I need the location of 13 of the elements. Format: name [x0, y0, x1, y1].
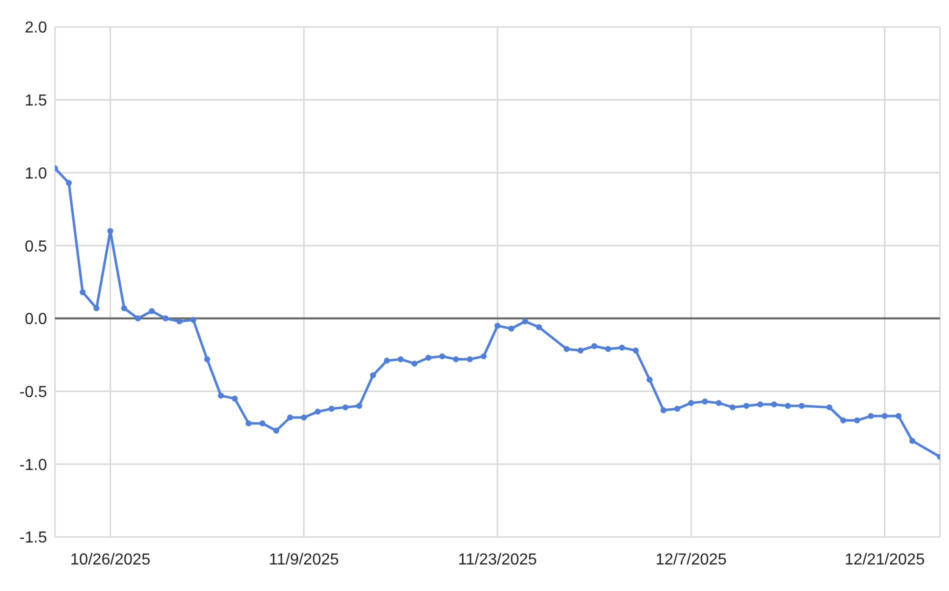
y-tick-label: 0.5: [24, 238, 48, 256]
x-tick-label: 11/23/2025: [458, 551, 538, 568]
y-tick-label: -0.5: [19, 384, 48, 401]
x-tick-label: 10/26/2025: [70, 551, 150, 568]
x-tick-label: 12/21/2025: [844, 551, 925, 568]
y-tick-label: -1.5: [19, 530, 48, 547]
x-tick-label: 12/7/2025: [656, 551, 727, 568]
y-tick-label: 0.0: [24, 311, 48, 328]
y-tick-label: 1.5: [24, 92, 48, 110]
y-tick-label: 2.0: [24, 20, 48, 37]
x-tick-label: 11/9/2025: [268, 551, 339, 568]
y-tick-label: 1.0: [24, 165, 48, 182]
y-tick-label: -1.0: [19, 456, 48, 474]
